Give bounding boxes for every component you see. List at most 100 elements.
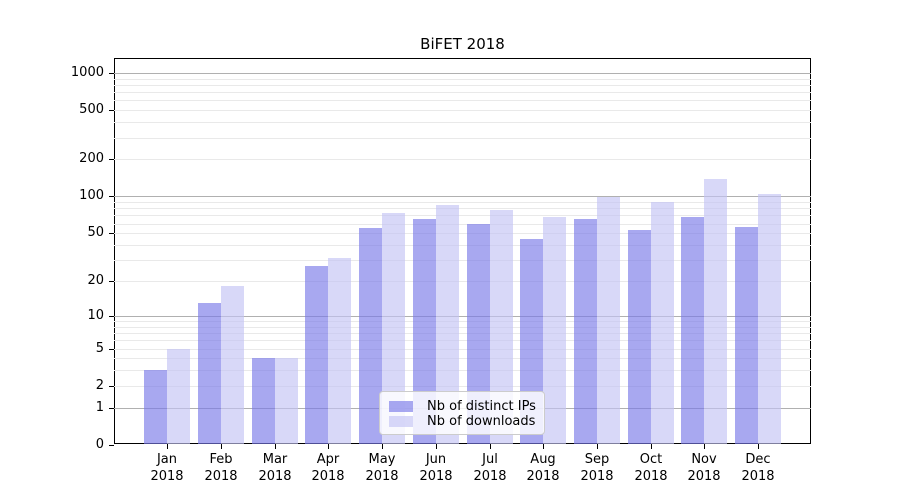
x-tick-mark: [328, 444, 329, 449]
bar-downloads-apr: [328, 258, 351, 444]
y-tick-mark: [109, 316, 114, 317]
minor-gridline: [114, 333, 811, 334]
bar-downloads-feb: [221, 286, 244, 444]
x-tick-mark: [543, 444, 544, 449]
x-tick-label-oct: Oct 2018: [634, 452, 668, 484]
minor-gridline: [114, 100, 811, 101]
minor-gridline: [114, 349, 811, 350]
legend-swatch-downloads-icon: [389, 416, 413, 427]
x-tick-mark: [758, 444, 759, 449]
y-tick-label: 500: [79, 102, 104, 117]
minor-gridline: [114, 122, 811, 123]
bar-downloads-mar: [275, 358, 298, 444]
bar-downloads-oct: [651, 202, 674, 444]
bar-distinct-ips-jun: [413, 219, 436, 444]
bar-downloads-sep: [597, 196, 620, 444]
minor-gridline: [114, 340, 811, 341]
minor-gridline: [114, 358, 811, 359]
y-tick-label: 2: [95, 378, 104, 393]
x-tick-mark: [275, 444, 276, 449]
bar-distinct-ips-mar: [252, 358, 275, 444]
x-tick-mark: [436, 444, 437, 449]
y-tick-mark: [109, 408, 114, 409]
bar-downloads-may: [382, 213, 405, 444]
minor-gridline: [114, 138, 811, 139]
x-tick-label-mar: Mar 2018: [258, 452, 292, 484]
y-tick-label: 200: [79, 151, 104, 166]
y-tick-label: 100: [79, 188, 104, 203]
legend-row-downloads: Nb of downloads: [389, 414, 535, 429]
minor-gridline: [114, 327, 811, 328]
bar-distinct-ips-jul: [467, 223, 490, 444]
bar-distinct-ips-sep: [574, 219, 597, 444]
y-tick-label: 50: [87, 225, 104, 240]
x-tick-label-apr: Apr 2018: [311, 452, 345, 484]
legend-swatch-distinct-ips-icon: [389, 401, 413, 412]
minor-gridline: [114, 224, 811, 225]
y-tick-label: 1000: [70, 65, 104, 80]
x-tick-mark: [597, 444, 598, 449]
legend-label-downloads: Nb of downloads: [427, 414, 536, 429]
legend: Nb of distinct IPs Nb of downloads: [379, 391, 545, 435]
bar-distinct-ips-jan: [144, 370, 167, 444]
y-tick-mark: [109, 196, 114, 197]
bar-downloads-nov: [704, 178, 727, 444]
minor-gridline: [114, 110, 811, 111]
plot-area: Nb of distinct IPs Nb of downloads: [114, 58, 811, 444]
bar-distinct-ips-nov: [681, 217, 704, 444]
minor-gridline: [114, 215, 811, 216]
bar-distinct-ips-dec: [735, 227, 758, 444]
y-tick-mark: [109, 73, 114, 74]
y-tick-label: 1: [95, 400, 104, 415]
minor-gridline: [114, 79, 811, 80]
minor-gridline: [114, 233, 811, 234]
bar-downloads-aug: [543, 217, 566, 444]
minor-gridline: [114, 208, 811, 209]
bar-distinct-ips-apr: [305, 265, 328, 444]
y-tick-mark: [109, 281, 114, 282]
x-tick-mark: [490, 444, 491, 449]
minor-gridline: [114, 159, 811, 160]
bar-downloads-dec: [758, 193, 781, 444]
y-tick-label: 0: [95, 437, 104, 452]
x-tick-label-jan: Jan 2018: [150, 452, 184, 484]
major-gridline: [114, 73, 811, 74]
y-tick-label: 20: [87, 273, 104, 288]
bar-downloads-jul: [490, 209, 513, 444]
x-tick-mark: [704, 444, 705, 449]
x-tick-label-may: May 2018: [365, 452, 399, 484]
major-gridline: [114, 196, 811, 197]
y-tick-label: 10: [87, 308, 104, 323]
minor-gridline: [114, 85, 811, 86]
y-tick-mark: [109, 349, 114, 350]
bar-distinct-ips-may: [359, 228, 382, 444]
minor-gridline: [114, 260, 811, 261]
minor-gridline: [114, 92, 811, 93]
x-tick-label-nov: Nov 2018: [687, 452, 721, 484]
major-gridline: [114, 316, 811, 317]
x-tick-mark: [382, 444, 383, 449]
bar-downloads-jun: [436, 205, 459, 444]
x-tick-mark: [221, 444, 222, 449]
minor-gridline: [114, 281, 811, 282]
y-tick-mark: [109, 110, 114, 111]
legend-label-distinct-ips: Nb of distinct IPs: [427, 399, 536, 414]
x-tick-label-feb: Feb 2018: [204, 452, 238, 484]
bar-distinct-ips-feb: [198, 302, 221, 444]
y-tick-mark: [109, 233, 114, 234]
minor-gridline: [114, 202, 811, 203]
x-tick-mark: [167, 444, 168, 449]
x-tick-label-sep: Sep 2018: [580, 452, 614, 484]
x-tick-label-jul: Jul 2018: [473, 452, 507, 484]
y-tick-label: 5: [95, 341, 104, 356]
bar-downloads-jan: [167, 348, 190, 444]
minor-gridline: [114, 245, 811, 246]
bar-distinct-ips-oct: [628, 230, 651, 444]
y-tick-mark: [109, 386, 114, 387]
y-tick-mark: [109, 159, 114, 160]
x-tick-label-jun: Jun 2018: [419, 452, 453, 484]
x-tick-label-dec: Dec 2018: [741, 452, 775, 484]
y-tick-mark: [109, 445, 114, 446]
minor-gridline: [114, 370, 811, 371]
